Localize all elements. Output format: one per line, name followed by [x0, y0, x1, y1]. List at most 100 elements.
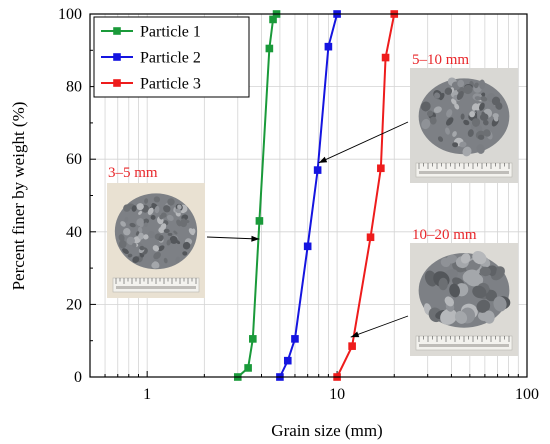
gravel-photo-5-10mm	[410, 68, 518, 183]
series-3	[333, 10, 399, 381]
annotation-label: 5–10 mm	[412, 52, 469, 68]
gravel-stone	[462, 269, 480, 284]
gravel-stone	[445, 117, 454, 126]
gravel-stone	[173, 230, 178, 235]
legend-item: Particle 1	[101, 24, 201, 41]
x-axis-label: Grain size (mm)	[271, 421, 382, 440]
gravel-stone	[180, 218, 186, 224]
gravel-stone	[440, 308, 458, 325]
legend: Particle 1 Particle 2 Particle 3	[93, 16, 250, 98]
gravel-stone	[139, 245, 145, 251]
gravel-stone	[482, 119, 489, 126]
series-line	[336, 13, 396, 378]
gravel-stone	[153, 251, 161, 260]
gravel-stone	[429, 116, 437, 125]
gravel-stone	[138, 226, 143, 233]
gravel-stone	[166, 214, 174, 221]
gravel-stone	[131, 205, 137, 212]
annotation-label: 3–5 mm	[108, 165, 158, 181]
gravel-stone	[480, 96, 488, 102]
gravel-stone	[445, 127, 450, 135]
gravel-stone	[434, 92, 441, 99]
gravel-stone	[467, 129, 474, 137]
gravel-stone	[132, 242, 137, 248]
gravel-stone	[472, 285, 487, 299]
gravel-stone	[454, 103, 460, 110]
gravel-stone	[182, 251, 188, 256]
gravel-stone	[476, 144, 485, 154]
gravel-stone	[163, 205, 171, 213]
gravel-stone	[439, 92, 445, 101]
gravel-stone	[452, 142, 459, 148]
data-point	[324, 42, 333, 51]
data-point	[366, 233, 375, 242]
photo-insets	[107, 68, 518, 356]
gravel-stone	[420, 101, 431, 112]
data-point	[303, 242, 312, 251]
x-tick-label: 1	[143, 386, 151, 403]
gravel-stone	[118, 234, 125, 242]
gravel-stone	[444, 87, 453, 95]
gravel-stone	[472, 251, 487, 265]
pointer-line	[206, 236, 260, 240]
gravel-stone	[152, 245, 160, 252]
gravel-stone	[160, 223, 167, 231]
gravel-stone	[493, 116, 499, 122]
pointer-head	[350, 331, 360, 338]
gravel-stone	[159, 214, 164, 220]
gravel-stone	[452, 131, 457, 137]
y-tick-label: 80	[66, 79, 82, 96]
data-point	[265, 44, 274, 53]
gravel-stone	[460, 253, 471, 264]
y-tick-label: 100	[58, 6, 82, 23]
gravel-stone	[143, 234, 149, 240]
gravel-stone	[126, 236, 135, 245]
gravel-stone	[142, 218, 150, 224]
y-axis-label: Percent finer by weight (%)	[9, 102, 28, 291]
gravel-stone	[446, 109, 453, 118]
gravel-stone	[471, 103, 479, 111]
gravel-stone	[426, 110, 434, 117]
pointer-arrow	[206, 235, 260, 242]
gravel-stone	[463, 119, 470, 126]
x-tick-label: 10	[329, 386, 345, 403]
pointer-arrow	[318, 121, 409, 164]
y-tick-label: 0	[74, 369, 82, 386]
data-point	[381, 53, 390, 62]
y-tick-label: 20	[66, 296, 82, 313]
gravel-stone	[483, 129, 491, 137]
gravel-stone	[446, 254, 458, 264]
gravel-stone	[166, 239, 171, 246]
data-point	[313, 166, 322, 174]
legend-swatch-marker	[113, 53, 121, 61]
gravel-stone	[449, 283, 460, 298]
legend-item: Particle 2	[101, 50, 201, 67]
gravel-stone	[459, 141, 467, 148]
gravel-stone	[444, 296, 455, 307]
gravel-stone	[136, 203, 144, 211]
data-point	[255, 217, 264, 225]
data-point	[249, 335, 257, 343]
gravel-stone	[139, 222, 144, 228]
pointer-head	[251, 235, 260, 242]
legend-swatch-marker	[113, 27, 121, 35]
gravel-stone	[120, 221, 126, 227]
annotation-label: 10–20 mm	[412, 227, 477, 243]
gravel-stone	[163, 257, 168, 264]
gravel-stone	[477, 134, 485, 140]
plot-frame	[89, 13, 528, 378]
gravel-stone	[175, 256, 180, 263]
gravel-stone	[177, 204, 182, 210]
gravel-stone	[118, 240, 127, 249]
gravel-stone	[135, 231, 140, 236]
gravel-stone	[433, 106, 442, 114]
data-point	[269, 15, 277, 24]
gravel-stone	[157, 245, 165, 252]
gravel-stone	[474, 96, 481, 101]
gravel-stone	[437, 136, 444, 142]
pointer-line	[318, 121, 409, 164]
gravel-stone	[132, 256, 140, 263]
gravel-stone	[454, 310, 468, 324]
gravel-photo-10-20mm	[410, 243, 518, 356]
